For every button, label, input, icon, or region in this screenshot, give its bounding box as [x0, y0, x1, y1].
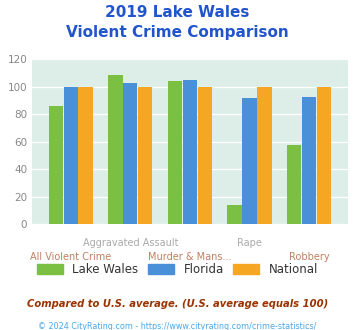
Bar: [287, 145, 301, 224]
Text: All Violent Crime: All Violent Crime: [30, 252, 111, 262]
Bar: [228, 205, 242, 224]
Text: Violent Crime Comparison: Violent Crime Comparison: [66, 25, 289, 40]
Bar: [78, 87, 93, 224]
Bar: [168, 82, 182, 224]
Bar: [257, 87, 272, 224]
Text: Robbery: Robbery: [289, 252, 329, 262]
Bar: [242, 98, 257, 224]
Bar: [108, 75, 122, 224]
Bar: [123, 83, 137, 224]
Bar: [49, 106, 63, 224]
Text: 2019 Lake Wales: 2019 Lake Wales: [105, 5, 250, 20]
Text: Aggravated Assault: Aggravated Assault: [83, 238, 178, 248]
Bar: [302, 96, 316, 224]
Bar: [183, 80, 197, 224]
Text: Compared to U.S. average. (U.S. average equals 100): Compared to U.S. average. (U.S. average …: [27, 299, 328, 309]
Bar: [64, 87, 78, 224]
Text: © 2024 CityRating.com - https://www.cityrating.com/crime-statistics/: © 2024 CityRating.com - https://www.city…: [38, 322, 317, 330]
Bar: [138, 87, 152, 224]
Legend: Lake Wales, Florida, National: Lake Wales, Florida, National: [32, 258, 323, 281]
Bar: [198, 87, 212, 224]
Bar: [317, 87, 331, 224]
Text: Murder & Mans...: Murder & Mans...: [148, 252, 232, 262]
Text: Rape: Rape: [237, 238, 262, 248]
